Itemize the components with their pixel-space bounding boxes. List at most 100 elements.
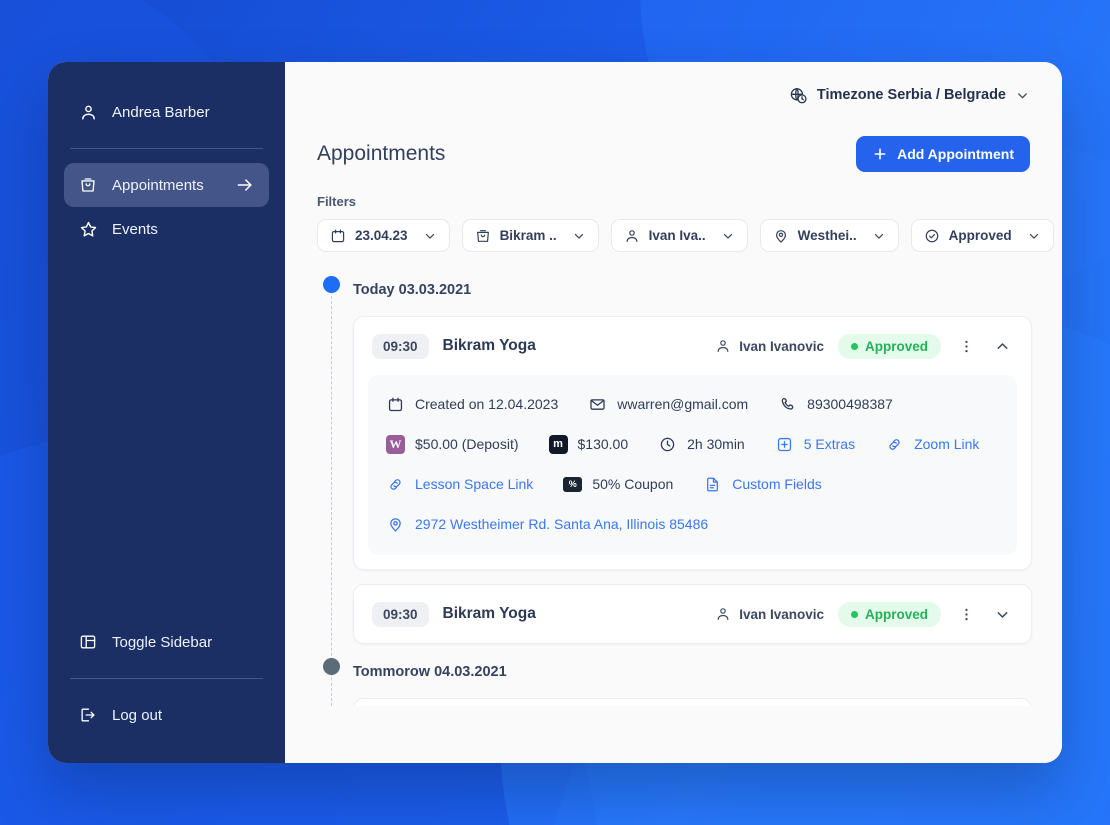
appointment-card-header[interactable]: 09:30 Bikram Yoga 24/50 Customers xyxy=(354,699,1031,706)
appointment-card[interactable]: 09:30 Bikram Yoga Ivan Ivanovic xyxy=(353,584,1032,644)
coupon-icon: % xyxy=(563,475,583,494)
filter-location[interactable]: Westhei.. xyxy=(759,219,899,252)
detail-row: W $50.00 (Deposit) m $130.00 xyxy=(386,431,999,457)
chevron-down-icon[interactable] xyxy=(423,229,437,243)
woocommerce-icon: W xyxy=(386,434,405,454)
filter-customer[interactable]: Ivan Iva.. xyxy=(610,219,748,252)
detail-phone: 89300498387 xyxy=(778,395,893,414)
appointment-customer: Ivan Ivanovic xyxy=(715,338,824,354)
link-icon xyxy=(386,475,405,494)
detail-text: 50% Coupon xyxy=(592,476,674,492)
timeline-line xyxy=(331,286,332,706)
chevron-down-icon[interactable] xyxy=(572,229,586,243)
status-badge-label: Approved xyxy=(864,606,928,622)
sidebar: Andrea Barber Appointments Even xyxy=(48,62,285,763)
page-header: Appointments Add Appointment xyxy=(285,128,1062,172)
logout-icon xyxy=(78,705,98,725)
detail-text: Custom Fields xyxy=(732,476,822,492)
status-dot-icon xyxy=(850,610,858,618)
filter-status-value: Approved xyxy=(948,228,1012,243)
arrow-right-icon xyxy=(235,175,255,195)
detail-custom-fields[interactable]: Custom Fields xyxy=(703,475,822,494)
timeline-group-title: Today 03.03.2021 xyxy=(353,282,472,298)
bag-icon xyxy=(78,175,98,195)
location-icon xyxy=(386,515,405,534)
appointment-time: 09:30 xyxy=(372,601,429,627)
filter-date-value: 23.04.23 xyxy=(355,228,408,243)
sidebar-item-label: Events xyxy=(112,220,158,238)
phone-icon xyxy=(778,395,797,414)
appointment-customer-label: Ivan Ivanovic xyxy=(739,606,824,622)
appointments-timeline: Today 03.03.2021 09:30 Bikram Yoga xyxy=(285,276,1062,706)
status-badge: Approved xyxy=(837,601,941,627)
appointment-card-header[interactable]: 09:30 Bikram Yoga Ivan Ivanovic xyxy=(354,317,1031,375)
chevron-up-icon[interactable] xyxy=(992,338,1013,355)
filter-location-value: Westhei.. xyxy=(797,228,857,243)
kebab-icon[interactable] xyxy=(955,606,978,623)
user-icon xyxy=(715,338,731,354)
sidebar-item-toggle-sidebar[interactable]: Toggle Sidebar xyxy=(64,620,269,664)
timeline-group-today: Today 03.03.2021 09:30 Bikram Yoga xyxy=(285,276,1032,644)
sidebar-item-log-out[interactable]: Log out xyxy=(64,693,269,737)
kebab-icon[interactable] xyxy=(955,338,978,355)
detail-deposit: W $50.00 (Deposit) xyxy=(386,434,519,454)
detail-text: Zoom Link xyxy=(914,436,980,452)
filter-service[interactable]: Bikram .. xyxy=(461,219,599,252)
filters-label: Filters xyxy=(317,194,357,209)
check-circle-icon xyxy=(924,228,940,244)
appointment-card[interactable]: 09:30 Bikram Yoga 24/50 Customers xyxy=(353,698,1032,706)
mollie-icon: m xyxy=(548,434,568,454)
detail-text: 89300498387 xyxy=(807,396,893,412)
detail-lesson-space-link[interactable]: Lesson Space Link xyxy=(386,475,533,494)
detail-duration: 2h 30min xyxy=(658,435,745,454)
filter-date[interactable]: 23.04.23 xyxy=(317,219,450,252)
detail-text: Created on 12.04.2023 xyxy=(415,396,559,412)
chevron-down-icon[interactable] xyxy=(1015,88,1030,103)
status-badge: Approved xyxy=(837,333,941,359)
timeline-dot xyxy=(323,276,340,293)
page-title: Appointments xyxy=(317,142,446,165)
sidebar-item-appointments[interactable]: Appointments xyxy=(64,163,269,207)
detail-zoom-link[interactable]: Zoom Link xyxy=(885,435,979,454)
add-appointment-label: Add Appointment xyxy=(897,146,1014,162)
appointment-customer: Ivan Ivanovic xyxy=(715,606,824,622)
detail-email: wwarren@gmail.com xyxy=(588,395,748,414)
detail-text: Lesson Space Link xyxy=(415,476,534,492)
appointment-customer-label: Ivan Ivanovic xyxy=(739,338,824,354)
timeline-dot xyxy=(323,658,340,675)
detail-text: 2h 30min xyxy=(687,436,745,452)
filter-status[interactable]: Approved xyxy=(910,219,1054,252)
plus-icon xyxy=(872,146,888,162)
star-icon xyxy=(78,219,98,239)
sidebar-item-events[interactable]: Events xyxy=(64,207,269,251)
detail-row: 2972 Westheimer Rd. Santa Ana, Illinois … xyxy=(386,511,999,537)
timezone-label: Timezone Serbia / Belgrade xyxy=(816,87,1006,103)
appointment-details: Created on 12.04.2023 wwarren@gmail.com xyxy=(368,375,1017,555)
add-appointment-button[interactable]: Add Appointment xyxy=(856,136,1030,172)
calendar-icon xyxy=(330,228,346,244)
chevron-down-icon[interactable] xyxy=(992,606,1013,623)
filter-customer-value: Ivan Iva.. xyxy=(648,228,706,243)
sidebar-user-name: Andrea Barber xyxy=(112,103,210,121)
appointment-card[interactable]: 09:30 Bikram Yoga Ivan Ivanovic xyxy=(353,316,1032,570)
user-icon xyxy=(715,606,731,622)
detail-coupon: % 50% Coupon xyxy=(563,475,673,494)
appointment-card-header[interactable]: 09:30 Bikram Yoga Ivan Ivanovic xyxy=(354,585,1031,643)
chevron-down-icon[interactable] xyxy=(1027,229,1041,243)
chevron-down-icon[interactable] xyxy=(872,229,886,243)
detail-text: $50.00 (Deposit) xyxy=(415,436,519,452)
detail-row: Created on 12.04.2023 wwarren@gmail.com xyxy=(386,391,999,417)
filter-service-value: Bikram .. xyxy=(499,228,557,243)
chevron-down-icon[interactable] xyxy=(721,229,735,243)
detail-created-on: Created on 12.04.2023 xyxy=(386,395,558,414)
app-window: Andrea Barber Appointments Even xyxy=(48,62,1062,763)
calendar-icon xyxy=(386,395,405,414)
timezone-selector[interactable]: Timezone Serbia / Belgrade xyxy=(789,86,1030,105)
sidebar-user[interactable]: Andrea Barber xyxy=(64,90,269,134)
sidebar-bottom: Toggle Sidebar Log out xyxy=(64,620,269,763)
detail-row: Lesson Space Link % 50% Coupon xyxy=(386,471,999,497)
detail-address[interactable]: 2972 Westheimer Rd. Santa Ana, Illinois … xyxy=(386,515,708,534)
detail-total-price: m $130.00 xyxy=(548,434,628,454)
detail-extras[interactable]: 5 Extras xyxy=(775,435,855,454)
document-icon xyxy=(703,475,722,494)
